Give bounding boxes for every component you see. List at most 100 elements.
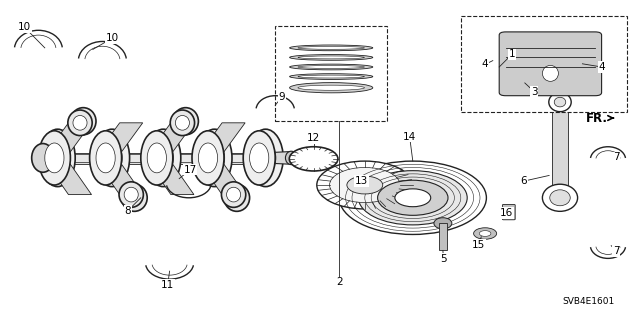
Ellipse shape	[285, 151, 297, 165]
Ellipse shape	[248, 129, 283, 187]
Text: 10: 10	[106, 33, 118, 43]
Ellipse shape	[198, 143, 218, 173]
Text: 11: 11	[161, 279, 174, 290]
FancyBboxPatch shape	[502, 204, 515, 220]
Circle shape	[289, 147, 338, 171]
Ellipse shape	[102, 142, 122, 174]
Text: 6: 6	[520, 176, 527, 186]
Text: 5: 5	[440, 254, 447, 264]
Ellipse shape	[554, 97, 566, 107]
Ellipse shape	[76, 113, 90, 129]
Ellipse shape	[550, 190, 570, 206]
Polygon shape	[145, 123, 194, 158]
Ellipse shape	[124, 187, 138, 202]
Polygon shape	[94, 123, 143, 158]
Ellipse shape	[179, 113, 193, 129]
Ellipse shape	[289, 83, 372, 93]
Text: 4: 4	[482, 59, 488, 70]
Ellipse shape	[45, 143, 64, 173]
FancyBboxPatch shape	[275, 26, 387, 121]
Text: 7: 7	[613, 152, 620, 162]
Ellipse shape	[221, 182, 246, 207]
Ellipse shape	[170, 110, 195, 136]
Ellipse shape	[289, 45, 372, 51]
Ellipse shape	[70, 108, 96, 135]
FancyBboxPatch shape	[461, 16, 627, 112]
Ellipse shape	[127, 190, 141, 206]
Bar	[58, 153, 269, 164]
Polygon shape	[145, 158, 194, 195]
Text: 2: 2	[336, 277, 342, 287]
Polygon shape	[94, 158, 143, 195]
Ellipse shape	[96, 143, 115, 173]
Ellipse shape	[298, 56, 365, 59]
Ellipse shape	[250, 143, 269, 173]
Ellipse shape	[224, 184, 250, 211]
Polygon shape	[43, 123, 92, 158]
Text: 3: 3	[531, 87, 538, 97]
Circle shape	[347, 176, 383, 194]
Text: 1: 1	[509, 49, 515, 59]
FancyBboxPatch shape	[54, 154, 259, 162]
Polygon shape	[259, 152, 291, 164]
Ellipse shape	[119, 182, 143, 207]
FancyBboxPatch shape	[552, 102, 568, 198]
Ellipse shape	[298, 85, 365, 90]
Ellipse shape	[122, 184, 147, 211]
Circle shape	[358, 171, 467, 225]
Circle shape	[339, 161, 486, 234]
Text: 12: 12	[307, 133, 320, 143]
Ellipse shape	[146, 129, 180, 187]
Ellipse shape	[147, 143, 166, 173]
Text: 13: 13	[355, 176, 368, 186]
Ellipse shape	[197, 129, 232, 187]
Ellipse shape	[289, 74, 372, 79]
Text: 10: 10	[18, 22, 31, 32]
Circle shape	[330, 167, 400, 203]
Ellipse shape	[298, 75, 365, 78]
Ellipse shape	[32, 144, 54, 172]
Ellipse shape	[298, 66, 365, 68]
Ellipse shape	[153, 142, 173, 174]
Ellipse shape	[543, 184, 578, 211]
Ellipse shape	[230, 190, 244, 206]
Ellipse shape	[90, 131, 122, 185]
Text: SVB4E1601: SVB4E1601	[562, 297, 614, 306]
Ellipse shape	[192, 131, 224, 185]
Text: 7: 7	[613, 246, 620, 256]
FancyBboxPatch shape	[499, 32, 602, 96]
Ellipse shape	[434, 218, 452, 229]
Ellipse shape	[175, 115, 189, 130]
Ellipse shape	[548, 93, 572, 112]
Text: 4: 4	[598, 62, 605, 72]
Ellipse shape	[47, 142, 68, 174]
Polygon shape	[196, 158, 245, 195]
Polygon shape	[196, 123, 245, 158]
Ellipse shape	[141, 131, 173, 185]
Text: 8: 8	[125, 205, 131, 216]
Ellipse shape	[173, 108, 198, 135]
Polygon shape	[43, 158, 92, 195]
Ellipse shape	[255, 142, 276, 174]
Circle shape	[378, 180, 448, 215]
Ellipse shape	[298, 46, 365, 49]
Ellipse shape	[68, 110, 92, 136]
Ellipse shape	[289, 64, 372, 70]
Ellipse shape	[243, 131, 275, 185]
Text: 14: 14	[403, 131, 416, 142]
Circle shape	[479, 231, 491, 236]
Ellipse shape	[204, 142, 225, 174]
Ellipse shape	[40, 129, 76, 187]
Ellipse shape	[227, 187, 241, 202]
Circle shape	[474, 228, 497, 239]
Ellipse shape	[73, 115, 87, 130]
Circle shape	[317, 161, 413, 209]
Ellipse shape	[289, 55, 372, 60]
Ellipse shape	[95, 129, 129, 187]
Circle shape	[395, 189, 431, 207]
Ellipse shape	[543, 65, 559, 81]
Text: 9: 9	[278, 92, 285, 102]
Ellipse shape	[38, 131, 70, 185]
Text: FR.: FR.	[586, 112, 613, 124]
Text: 15: 15	[472, 240, 485, 250]
